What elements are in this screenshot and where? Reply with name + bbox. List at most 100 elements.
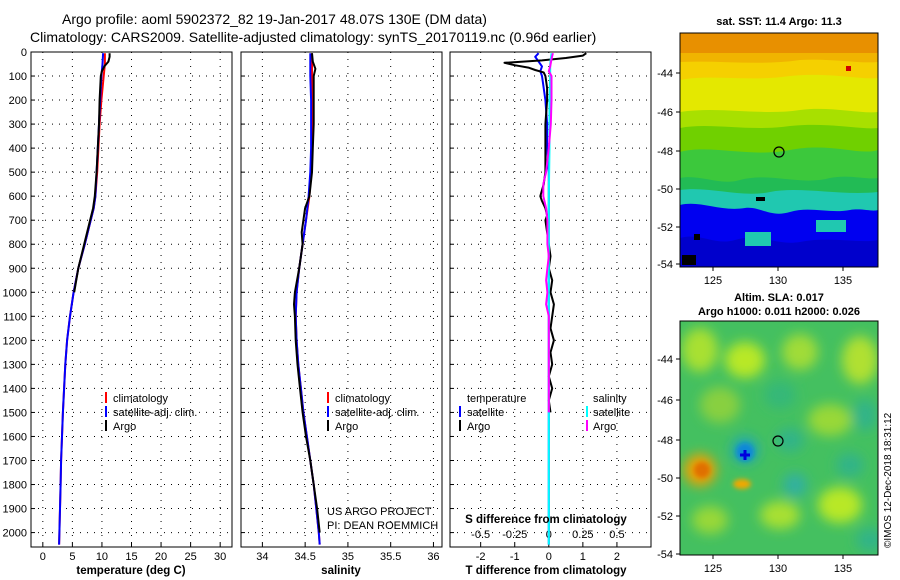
credit-line1: US ARGO PROJECT xyxy=(327,506,432,518)
x-tick-label: 10 xyxy=(96,551,108,563)
depth-tick-label: 1000 xyxy=(3,287,27,299)
depth-tick-label: 2000 xyxy=(3,528,27,540)
legend-salinity-heading: salinity xyxy=(593,393,627,405)
sla-lat-tick: -48 xyxy=(657,435,673,447)
difference-legend: temperature salinity satellite Argo sate… xyxy=(459,393,630,433)
depth-axis: 0 100 200 300 400 500 600 700 800 900 1000 1100 1200… xyxy=(3,47,454,540)
x-tick-label: 0 xyxy=(40,551,46,563)
depth-tick-label: 700 xyxy=(9,215,27,227)
sla-lat-tick: -52 xyxy=(657,511,673,523)
depth-tick-label: 1900 xyxy=(3,504,27,516)
s-difference-axis-label: S difference from climatology xyxy=(465,514,627,526)
x-tick-label: 5 xyxy=(69,551,75,563)
depth-tick-label: 800 xyxy=(9,239,27,251)
series-line-salinity-argo xyxy=(542,52,554,413)
depth-tick-label: 1500 xyxy=(3,407,27,419)
sla-lon-tick: 130 xyxy=(769,563,787,575)
legend-s-satellite-label: satellite xyxy=(593,407,630,419)
x-tick-label: 20 xyxy=(155,551,167,563)
series-line-argo xyxy=(293,53,321,533)
depth-tick-label: 600 xyxy=(9,191,27,203)
depth-tick-label: 200 xyxy=(9,95,27,107)
x-tick-label: 34.5 xyxy=(294,551,315,563)
depth-tick-label: 1600 xyxy=(3,431,27,443)
x-tick-label: 30 xyxy=(214,551,226,563)
sst-lat-tick: -54 xyxy=(657,259,673,271)
depth-tick-label: 1300 xyxy=(3,359,27,371)
sst-map-title: sat. SST: 11.4 Argo: 11.3 xyxy=(716,16,842,28)
s-diff-tick-label: -0.25 xyxy=(502,529,527,541)
depth-tick-label: 300 xyxy=(9,119,27,131)
x-tick-label: 35.5 xyxy=(380,551,401,563)
sla-argo-location-marker xyxy=(772,435,784,447)
depth-tick-label: 900 xyxy=(9,263,27,275)
x-tick-label: 25 xyxy=(184,551,196,563)
s-diff-tick-label: 0.5 xyxy=(609,529,624,541)
sst-lat-tick: -44 xyxy=(657,68,673,80)
temperature-axis-label: temperature (deg C) xyxy=(76,565,185,577)
depth-tick-label: 400 xyxy=(9,143,27,155)
sst-lat-tick: -50 xyxy=(657,184,673,196)
difference-plot-frame xyxy=(449,51,652,548)
salinity-legend: climatology satellite-adj. clim. Argo xyxy=(327,392,419,433)
sla-map-title-line1: Altim. SLA: 0.017 xyxy=(734,292,824,304)
sst-map xyxy=(680,33,878,267)
s-diff-tick-label: -0.5 xyxy=(471,529,490,541)
sla-lat-tick: -54 xyxy=(657,549,673,561)
legend-climatology-label: climatology xyxy=(335,393,391,405)
x-tick-label: 35 xyxy=(342,551,354,563)
x-tick-label: -1 xyxy=(510,551,520,563)
depth-tick-label: 1400 xyxy=(3,383,27,395)
grid-layer xyxy=(31,51,651,547)
legend-s-argo-label: Argo xyxy=(593,421,616,433)
figure-title-line1: Argo profile: aoml 5902372_82 19-Jan-201… xyxy=(62,11,487,27)
sst-argo-location-marker xyxy=(773,146,785,158)
x-tick-label: -2 xyxy=(476,551,486,563)
t-difference-axis-label: T difference from climatology xyxy=(465,565,627,577)
x-tick-label: 2 xyxy=(614,551,620,563)
imos-stamp: ©IMOS 12-Dec-2018 18:31:12 xyxy=(883,412,894,548)
series-layer xyxy=(58,52,587,545)
depth-tick-label: 1800 xyxy=(3,480,27,492)
depth-tick-label: 1700 xyxy=(3,455,27,467)
x-tick-label: 34 xyxy=(256,551,268,563)
legend-t-argo-label: Argo xyxy=(467,421,490,433)
x-tick-label: 15 xyxy=(125,551,137,563)
depth-tick-label: 1200 xyxy=(3,335,27,347)
temperature-legend: climatology satellite-adj. clim. Argo xyxy=(105,392,197,433)
depth-tick-label: 100 xyxy=(9,71,27,83)
salinity-plot-frame xyxy=(240,51,443,548)
sla-lat-tick: -50 xyxy=(657,473,673,485)
series-line-satellite-adj-clim- xyxy=(58,53,105,545)
x-tick-label: 36 xyxy=(427,551,439,563)
x-axis-ticks: 0 5 10 15 20 25 30 34 34.5 35 35.5 36 -2 -1 0 1 2 -0.5 -0.… xyxy=(40,529,625,563)
legend-argo-label: Argo xyxy=(335,421,358,433)
sst-lon-tick: 125 xyxy=(704,275,722,287)
sst-lat-tick: -46 xyxy=(657,107,673,119)
series-line-salinity-satellite xyxy=(547,53,553,545)
series-line-satellite-adj-clim- xyxy=(294,53,321,545)
legend-temperature-heading: temperature xyxy=(467,393,526,405)
sla-lon-tick: 135 xyxy=(834,563,852,575)
sst-map-frame xyxy=(679,32,879,268)
legend-satellite-label: satellite-adj. clim. xyxy=(335,407,419,419)
depth-tick-label: 0 xyxy=(21,47,27,59)
sst-lat-tick: -48 xyxy=(657,146,673,158)
series-line-argo xyxy=(73,53,111,293)
legend-argo-label: Argo xyxy=(113,421,136,433)
depth-tick-label: 1100 xyxy=(3,311,27,323)
sst-lon-tick: 135 xyxy=(834,275,852,287)
sst-lon-tick: 130 xyxy=(769,275,787,287)
sla-lat-tick: -44 xyxy=(657,354,673,366)
sst-lat-tick: -52 xyxy=(657,222,673,234)
legend-t-satellite-label: satellite xyxy=(467,407,504,419)
sla-map-frame xyxy=(679,320,879,556)
x-tick-label: 1 xyxy=(580,551,586,563)
figure-title-line2: Climatology: CARS2009. Satellite-adjuste… xyxy=(30,29,596,45)
legend-satellite-label: satellite-adj. clim. xyxy=(113,407,197,419)
sla-lat-tick: -46 xyxy=(657,395,673,407)
legend-climatology-label: climatology xyxy=(113,393,169,405)
x-tick-label: 0 xyxy=(546,551,552,563)
series-line-climatology xyxy=(294,53,321,545)
